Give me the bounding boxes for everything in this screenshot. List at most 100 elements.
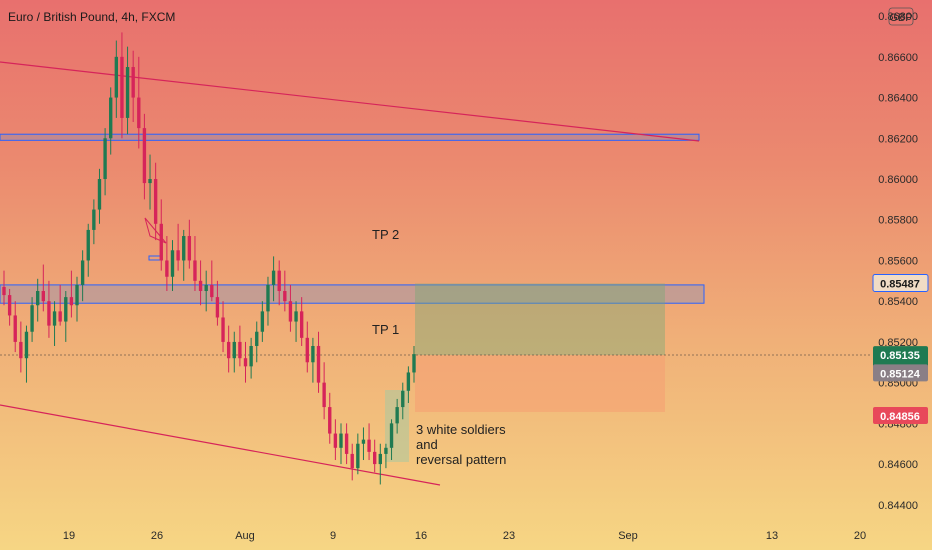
candle (294, 301, 298, 342)
candle-body (395, 407, 399, 424)
candle-body (311, 345, 315, 363)
candle (103, 128, 107, 196)
annotation-tp1: TP 1 (372, 322, 399, 337)
candle (367, 423, 371, 461)
candle (249, 337, 253, 379)
zone-position-profit[interactable] (415, 283, 665, 356)
candle (24, 325, 29, 383)
time-tick-label: Sep (618, 530, 638, 542)
price-tick-label: 0.86800 (878, 11, 918, 23)
candle-body (299, 311, 304, 338)
candle (142, 113, 147, 200)
candle (125, 46, 130, 135)
candle-body (243, 358, 248, 367)
candle (41, 264, 45, 312)
candle-body (406, 372, 411, 391)
candle (356, 433, 360, 475)
price-badge: 0.84856 (873, 406, 928, 424)
candle-body (142, 128, 147, 184)
candle-body (294, 311, 298, 322)
candle (198, 260, 203, 306)
time-tick-label: 19 (63, 530, 75, 542)
time-tick-label: Aug (235, 530, 255, 542)
zone-upper-resistance[interactable] (0, 133, 700, 141)
price-tick-label: 0.85400 (878, 296, 918, 308)
candle (339, 423, 343, 465)
candle (344, 423, 349, 465)
candle-body (165, 260, 169, 277)
candle-body (159, 223, 163, 261)
candle-body (339, 433, 343, 448)
candle (58, 284, 62, 326)
candle (30, 297, 34, 342)
candle (47, 280, 51, 338)
candle (311, 337, 315, 383)
time-tick-label: 9 (330, 530, 336, 542)
candle-body (86, 229, 90, 261)
lower-trendline[interactable] (0, 404, 441, 486)
time-tick-label: 13 (766, 530, 778, 542)
badge-box (873, 364, 928, 382)
candle (221, 301, 225, 353)
candle (260, 301, 265, 342)
candle-body (328, 407, 332, 434)
badge-label: 0.85487 (880, 278, 920, 290)
candle (86, 223, 90, 277)
zone-mid-zone[interactable] (0, 284, 705, 304)
candle (69, 270, 74, 318)
zone-position-stop[interactable] (415, 355, 665, 412)
candle-body (170, 250, 175, 277)
badge-box (872, 273, 929, 292)
candle (373, 439, 377, 473)
candle-body (210, 284, 214, 298)
candle (288, 284, 293, 332)
candle-body (137, 97, 141, 129)
candle-body (19, 341, 23, 359)
candle (120, 32, 124, 139)
candle-body (356, 443, 360, 469)
candle-body (47, 301, 51, 326)
candle (283, 270, 287, 312)
candle-body (2, 286, 6, 296)
candle-body (75, 284, 79, 306)
annotation-soldiers-1: 3 white soldiers (416, 422, 506, 437)
candle-body (41, 291, 45, 302)
candle-body (401, 390, 405, 408)
time-tick-label: 23 (503, 530, 515, 542)
candle (271, 256, 276, 302)
candle (97, 168, 102, 224)
price-tick-label: 0.84600 (878, 459, 918, 471)
candle-body (97, 179, 102, 210)
candle-body (367, 439, 371, 452)
candle (226, 325, 231, 373)
trendlines-layer (0, 61, 700, 486)
time-axis[interactable]: 19 26 Aug 9 16 23 Sep 13 20 (63, 530, 866, 542)
candle-body (198, 280, 203, 292)
candle (378, 443, 382, 485)
chart-title: Euro / British Pound, 4h, FXCM (8, 10, 175, 24)
candle (165, 236, 169, 292)
badge-label: 0.85135 (880, 350, 920, 362)
price-axis[interactable]: 0.86800 0.86600 0.86400 0.86200 0.86000 0.858… (878, 11, 918, 512)
candle-body (182, 236, 186, 261)
candle (176, 223, 180, 271)
candle-body (373, 451, 377, 465)
price-tick-label: 0.85600 (878, 255, 918, 267)
candle (109, 87, 113, 155)
candle-body (24, 331, 29, 359)
candle-body (69, 297, 74, 306)
candle (7, 288, 12, 326)
candle (238, 325, 242, 367)
candle (412, 345, 416, 383)
candle (243, 341, 248, 383)
candle-body (232, 341, 236, 359)
candle (80, 250, 85, 302)
candle-body (305, 337, 309, 363)
candle (305, 321, 309, 373)
candle (266, 276, 270, 326)
currency-button[interactable]: GBP (888, 7, 914, 26)
candle-body (114, 56, 119, 98)
candle-body (80, 260, 85, 285)
